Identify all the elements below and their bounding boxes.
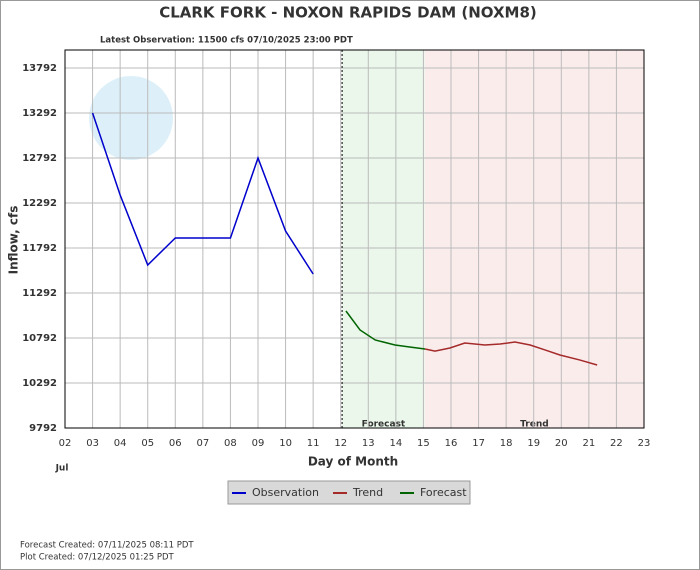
x-tick-label: 14: [389, 438, 402, 449]
y-axis-label: Inflow, cfs: [7, 206, 21, 275]
x-tick-label: 23: [638, 438, 651, 449]
x-tick-label: 06: [169, 438, 182, 449]
region-label: Forecast: [362, 420, 406, 430]
logo: [89, 76, 173, 160]
legend: [227, 480, 471, 505]
x-tick-label: 17: [472, 438, 485, 449]
footer: Plot Created: 07/12/2025 01:25 PDT: [20, 553, 174, 563]
footer: Forecast Created: 07/11/2025 08:11 PDT: [20, 541, 194, 551]
x-tick-label: 09: [252, 438, 265, 449]
y-tick-label: 12792: [22, 153, 57, 164]
legend-label: Observation: [252, 486, 319, 499]
series-line: [424, 341, 598, 366]
y-tick-label: 13792: [22, 63, 57, 74]
month-label: Jul: [55, 464, 69, 474]
legend-label: Trend: [352, 486, 383, 499]
x-tick-label: 02: [59, 438, 72, 449]
x-tick-label: 03: [86, 438, 99, 449]
y-tick-label: 11292: [22, 288, 57, 299]
series-line: [91, 112, 314, 275]
y-tick-label: 12292: [22, 198, 57, 209]
x-tick-label: 08: [224, 438, 237, 449]
series-line: [345, 310, 426, 350]
x-tick-label: 19: [527, 438, 540, 449]
y-tick-label: 13292: [22, 108, 57, 119]
subtitle: Latest Observation: 11500 cfs 07/10/2025…: [100, 36, 353, 46]
region-label: Trend: [520, 420, 549, 430]
x-tick-label: 11: [307, 438, 320, 449]
x-tick-label: 04: [114, 438, 127, 449]
y-tick-label: 11792: [22, 243, 57, 254]
x-tick-label: 13: [362, 438, 375, 449]
x-tick-label: 15: [417, 438, 430, 449]
region: [342, 50, 425, 428]
y-tick-label: 9792: [29, 423, 57, 434]
plot-border: [64, 49, 645, 429]
x-tick-label: 18: [500, 438, 513, 449]
x-tick-label: 22: [610, 438, 623, 449]
x-tick-label: 20: [555, 438, 568, 449]
x-tick-label: 07: [196, 438, 209, 449]
x-tick-label: 10: [279, 438, 292, 449]
legend-label: Forecast: [420, 486, 467, 499]
x-tick-label: 16: [445, 438, 458, 449]
x-tick-label: 05: [141, 438, 154, 449]
chart-title: CLARK FORK - NOXON RAPIDS DAM (NOXM8): [159, 4, 537, 22]
y-tick-label: 10292: [22, 378, 57, 389]
y-tick-label: 10792: [22, 333, 57, 344]
x-axis-label: Day of Month: [308, 455, 398, 469]
x-tick-label: 21: [582, 438, 595, 449]
x-tick-label: 12: [334, 438, 347, 449]
region: [424, 50, 644, 428]
